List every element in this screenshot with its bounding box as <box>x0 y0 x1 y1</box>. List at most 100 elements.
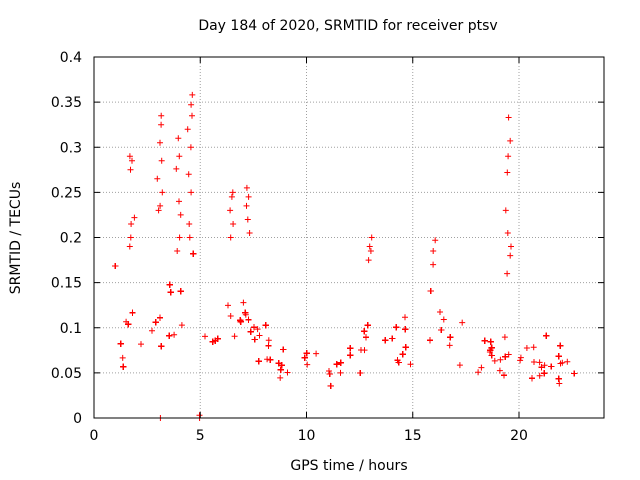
data-point <box>256 332 263 339</box>
data-point <box>508 243 514 250</box>
data-point <box>555 353 562 360</box>
data-point <box>127 166 134 173</box>
data-point <box>155 207 162 214</box>
data-point <box>154 175 161 182</box>
data-point <box>313 350 320 357</box>
data-point <box>237 318 244 325</box>
data-point <box>504 169 511 176</box>
y-tick-label: 0.2 <box>60 231 82 247</box>
data-point <box>361 328 368 335</box>
data-point <box>487 338 494 345</box>
data-point <box>127 234 134 241</box>
data-point <box>501 334 508 341</box>
data-point <box>505 351 512 358</box>
data-point <box>277 374 284 381</box>
data-point <box>523 345 530 351</box>
data-point <box>166 332 173 339</box>
grid-lines <box>94 57 604 418</box>
data-point <box>117 340 124 347</box>
data-point <box>166 281 173 288</box>
data-point <box>402 314 408 321</box>
data-points <box>112 91 578 421</box>
data-point <box>278 362 285 369</box>
data-point <box>190 250 197 257</box>
data-point <box>176 198 182 205</box>
data-point <box>475 369 482 376</box>
data-point <box>184 126 191 133</box>
data-point <box>393 324 400 331</box>
data-point <box>327 383 334 389</box>
data-point <box>507 137 514 144</box>
data-point <box>275 360 282 367</box>
data-point <box>280 346 287 353</box>
data-point <box>363 334 369 341</box>
data-point <box>265 337 272 344</box>
data-point <box>389 335 396 342</box>
data-point <box>368 234 375 241</box>
data-point <box>264 356 271 363</box>
data-point <box>541 362 548 369</box>
data-point <box>175 135 182 142</box>
data-point <box>529 375 535 382</box>
data-point <box>243 184 250 191</box>
data-point <box>176 234 183 241</box>
data-point <box>174 248 181 254</box>
data-point <box>382 337 389 344</box>
data-point <box>188 101 195 108</box>
data-point <box>158 121 165 128</box>
data-point <box>129 309 136 316</box>
data-point <box>304 361 311 368</box>
data-point <box>357 370 364 376</box>
data-point <box>538 364 545 371</box>
data-point <box>437 309 443 315</box>
data-point <box>246 230 253 236</box>
data-point <box>491 357 498 364</box>
data-point <box>399 351 406 358</box>
y-tick-label: 0.3 <box>60 140 82 156</box>
data-point <box>502 207 509 214</box>
data-point <box>530 344 537 351</box>
data-point <box>227 207 234 214</box>
data-point <box>432 237 439 244</box>
data-point <box>504 230 511 236</box>
data-point <box>177 211 184 218</box>
data-point <box>138 341 144 348</box>
data-point <box>430 248 437 254</box>
data-point <box>229 189 236 196</box>
data-point <box>167 289 174 296</box>
data-point <box>502 353 509 360</box>
data-point <box>459 319 466 326</box>
data-point <box>189 91 196 98</box>
x-tick-label: 0 <box>90 428 99 444</box>
data-point <box>212 337 219 344</box>
data-point <box>447 334 454 341</box>
data-point <box>149 327 155 334</box>
data-point <box>237 317 244 324</box>
data-point <box>504 270 511 277</box>
x-tick-label: 10 <box>298 428 316 444</box>
data-point <box>126 153 133 160</box>
data-point <box>251 324 257 331</box>
data-point <box>188 189 195 196</box>
data-point <box>231 333 238 340</box>
data-point <box>157 202 164 209</box>
chart-title: Day 184 of 2020, SRMTID for receiver pts… <box>198 18 497 34</box>
data-point <box>262 322 269 329</box>
data-point <box>478 364 485 371</box>
y-tick-labels: 0 0.05 0.1 0.15 0.2 0.25 0.3 0.35 0.4 <box>51 50 82 427</box>
data-point <box>129 157 135 164</box>
data-point <box>555 375 562 382</box>
data-point <box>176 153 183 160</box>
x-tick-label: 5 <box>196 428 205 444</box>
data-point <box>186 221 193 227</box>
y-tick-label: 0.4 <box>60 50 82 66</box>
data-point <box>267 356 274 363</box>
data-point <box>365 257 372 264</box>
data-point <box>496 367 503 374</box>
data-point <box>481 337 488 344</box>
y-tick-label: 0.25 <box>51 185 82 201</box>
data-point <box>505 114 512 121</box>
data-point <box>228 193 235 200</box>
data-point <box>243 202 250 209</box>
